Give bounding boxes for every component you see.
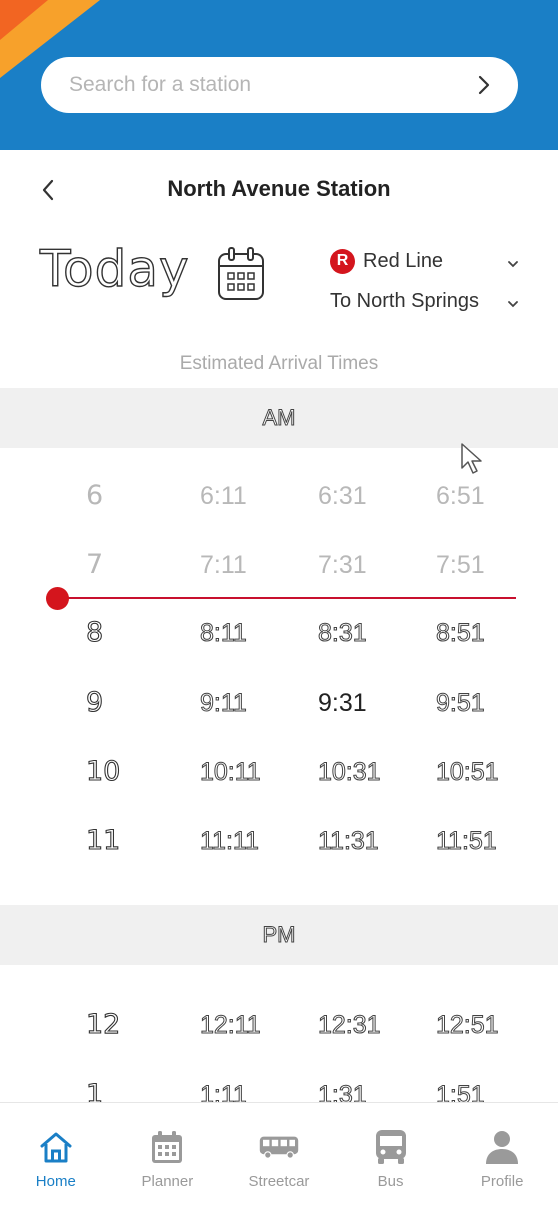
bus-icon[interactable] bbox=[371, 1127, 411, 1167]
arrival-time: 11:31 bbox=[318, 821, 379, 861]
arrival-time: 7:31 bbox=[318, 545, 367, 585]
arrival-time: 7:51 bbox=[436, 545, 485, 585]
nav-item-planner[interactable]: Planner bbox=[112, 1103, 224, 1208]
line-name: Red Line bbox=[363, 250, 506, 273]
arrival-time: 12:11 bbox=[200, 1005, 261, 1045]
schedule-row: 7 7:11 7:31 7:51 bbox=[0, 545, 558, 585]
nav-item-profile[interactable]: Profile bbox=[446, 1103, 558, 1208]
next-arrival-time: 9:31 bbox=[318, 683, 367, 723]
schedule-row: 8 8:11 8:31 8:51 bbox=[0, 613, 558, 653]
arrival-time: 12:51 bbox=[436, 1005, 499, 1045]
am-section-header: AM bbox=[0, 388, 558, 448]
arrival-time: 6:11 bbox=[200, 476, 247, 516]
arrival-time: 10:51 bbox=[436, 752, 499, 792]
profile-icon[interactable] bbox=[482, 1127, 522, 1167]
home-icon[interactable] bbox=[36, 1127, 76, 1167]
chevron-down-icon[interactable] bbox=[506, 256, 520, 266]
nav-label: Home bbox=[36, 1173, 76, 1190]
nav-item-bus[interactable]: Bus bbox=[335, 1103, 447, 1208]
hour-label: 9 bbox=[86, 683, 103, 723]
chevron-down-icon[interactable] bbox=[506, 296, 520, 306]
arrival-time: 11:11 bbox=[200, 821, 259, 861]
arrival-time: 8:11 bbox=[200, 613, 247, 653]
arrival-time: 9:51 bbox=[436, 683, 485, 723]
current-time-line bbox=[57, 597, 516, 599]
pm-section-header: PM bbox=[0, 905, 558, 965]
direction-label: To North Springs bbox=[330, 290, 506, 313]
hour-label: 11 bbox=[86, 821, 120, 861]
schedule-row: 9 9:11 9:31 9:51 bbox=[0, 683, 558, 723]
schedule-row: 11 11:11 11:31 11:51 bbox=[0, 821, 558, 861]
arrival-time: 6:31 bbox=[318, 476, 367, 516]
nav-item-home[interactable]: Home bbox=[0, 1103, 112, 1208]
chevron-right-icon[interactable] bbox=[472, 73, 496, 97]
calendar-icon[interactable] bbox=[147, 1127, 187, 1167]
schedule-heading: Estimated Arrival Times bbox=[0, 353, 558, 375]
arrival-time: 6:51 bbox=[436, 476, 485, 516]
schedule-row: 6 6:11 6:31 6:51 bbox=[0, 476, 558, 516]
bottom-navigation: Home Planner Streetcar bbox=[0, 1102, 558, 1208]
page-title: North Avenue Station bbox=[0, 176, 558, 202]
schedule-row: 12 12:11 12:31 12:51 bbox=[0, 1005, 558, 1045]
current-time-marker bbox=[46, 587, 69, 610]
arrival-time: 7:11 bbox=[200, 545, 247, 585]
nav-label: Bus bbox=[378, 1173, 404, 1190]
nav-label: Planner bbox=[142, 1173, 194, 1190]
arrival-time: 8:51 bbox=[436, 613, 485, 653]
line-badge: R bbox=[330, 249, 355, 274]
calendar-icon[interactable] bbox=[216, 246, 266, 302]
arrival-time: 10:11 bbox=[200, 752, 261, 792]
hour-label: 7 bbox=[86, 545, 103, 585]
search-bar[interactable] bbox=[41, 57, 518, 113]
station-title-bar: North Avenue Station bbox=[0, 150, 558, 230]
arrival-time: 12:31 bbox=[318, 1005, 381, 1045]
arrival-time: 10:31 bbox=[318, 752, 381, 792]
streetcar-icon[interactable] bbox=[259, 1127, 299, 1167]
hour-label: 10 bbox=[86, 752, 120, 792]
hour-label: 12 bbox=[86, 1005, 120, 1045]
hour-label: 6 bbox=[86, 476, 103, 516]
search-input[interactable] bbox=[69, 73, 472, 97]
app-header bbox=[0, 0, 558, 150]
schedule-row: 10 10:11 10:31 10:51 bbox=[0, 752, 558, 792]
mouse-cursor-icon bbox=[460, 442, 486, 476]
arrival-time: 9:11 bbox=[200, 683, 247, 723]
nav-item-streetcar[interactable]: Streetcar bbox=[223, 1103, 335, 1208]
day-label: Today bbox=[40, 240, 190, 298]
line-selector[interactable]: R Red Line bbox=[330, 247, 520, 275]
direction-selector[interactable]: To North Springs bbox=[330, 287, 520, 315]
arrival-time: 8:31 bbox=[318, 613, 367, 653]
nav-label: Profile bbox=[481, 1173, 524, 1190]
nav-label: Streetcar bbox=[249, 1173, 310, 1190]
hour-label: 8 bbox=[86, 613, 103, 653]
arrival-time: 11:51 bbox=[436, 821, 497, 861]
